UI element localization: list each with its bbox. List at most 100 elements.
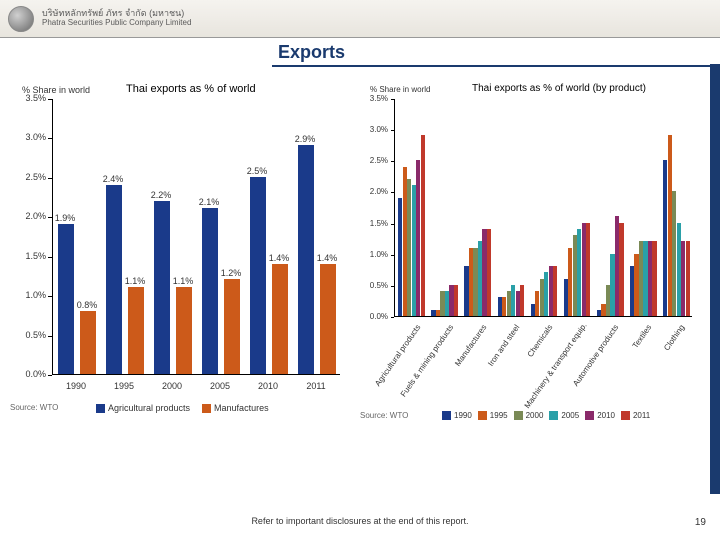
title-row: Exports — [0, 38, 720, 67]
left-xcat: 2011 — [306, 381, 325, 391]
left-legend-item: Manufactures — [202, 403, 269, 413]
right-chart-plot-area — [394, 99, 692, 317]
left-bar — [80, 311, 96, 374]
legend-swatch — [549, 411, 558, 420]
left-bar — [320, 264, 336, 374]
left-bar — [106, 185, 122, 374]
left-chart-legend: Agricultural products Manufactures — [96, 403, 269, 413]
left-bar — [202, 208, 218, 374]
right-legend-item: 1995 — [478, 411, 508, 420]
right-xcat: Chemicals — [490, 323, 555, 410]
legend-label: Manufactures — [214, 403, 269, 413]
left-legend-item: Agricultural products — [96, 403, 190, 413]
right-legend-item: 2000 — [514, 411, 544, 420]
left-xcat: 1995 — [114, 381, 134, 391]
right-xcat: Textiles — [589, 323, 654, 410]
left-bar — [224, 279, 240, 374]
right-ytick: 2.5% — [358, 156, 388, 165]
left-bar — [58, 224, 74, 374]
right-xcat: Machinery & transport equip. — [523, 323, 588, 410]
right-ytick: 3.0% — [358, 125, 388, 134]
left-bar-value: 1.1% — [173, 276, 194, 286]
right-legend-item: 2005 — [549, 411, 579, 420]
right-bar — [586, 223, 590, 316]
legend-swatch — [202, 404, 211, 413]
legend-swatch — [514, 411, 523, 420]
legend-label: 2000 — [526, 411, 544, 420]
legend-label: 2010 — [597, 411, 615, 420]
right-legend-item: 2010 — [585, 411, 615, 420]
right-xcat: Clothing — [622, 323, 687, 410]
page-number: 19 — [695, 517, 706, 528]
left-ytick: 1.0% — [12, 290, 46, 300]
left-bar-value: 1.4% — [269, 253, 290, 263]
left-ytick: 2.5% — [12, 172, 46, 182]
right-bar — [421, 135, 425, 316]
left-bar — [250, 177, 266, 374]
left-xcat: 1990 — [66, 381, 86, 391]
right-chart-legend: 1990 1995 2000 2005 2010 2011 — [442, 411, 650, 420]
right-legend-item: 2011 — [621, 411, 650, 420]
left-bar — [272, 264, 288, 374]
left-bar-value: 2.5% — [247, 166, 268, 176]
company-logo-icon — [8, 6, 34, 32]
left-ytick: 0.0% — [12, 369, 46, 379]
right-chart-source: Source: WTO — [360, 411, 408, 420]
right-bar — [686, 241, 690, 316]
legend-label: 2011 — [633, 411, 650, 420]
left-bar-value: 2.9% — [295, 134, 316, 144]
left-bar-value: 0.8% — [77, 300, 98, 310]
right-bar — [553, 266, 557, 316]
company-name-block: บริษัทหลักทรัพย์ ภัทร จำกัด (มหาชน) Phat… — [42, 9, 191, 28]
legend-label: 2005 — [561, 411, 579, 420]
right-ytick: 2.0% — [358, 187, 388, 196]
legend-swatch — [442, 411, 451, 420]
legend-swatch — [621, 411, 630, 420]
page-title: Exports — [272, 38, 720, 67]
right-legend-item: 1990 — [442, 411, 472, 420]
report-header: บริษัทหลักทรัพย์ ภัทร จำกัด (มหาชน) Phat… — [0, 0, 720, 38]
right-xcat: Manufactures — [423, 323, 488, 410]
left-bar — [298, 145, 314, 374]
left-chart-source: Source: WTO — [10, 403, 58, 412]
left-xcat: 2000 — [162, 381, 182, 391]
right-xcat: Fuels & mining products — [390, 323, 455, 410]
left-bar-value: 1.2% — [221, 268, 242, 278]
left-bar-value: 2.1% — [199, 197, 220, 207]
right-chart-y-axis-title: % Share in world — [370, 85, 430, 94]
right-xcat: Agricultural products — [357, 323, 422, 410]
legend-swatch — [585, 411, 594, 420]
left-ytick: 3.0% — [12, 132, 46, 142]
left-chart-title: Thai exports as % of world — [126, 83, 256, 95]
left-bar — [154, 201, 170, 374]
right-ytick: 0.5% — [358, 281, 388, 290]
left-bar — [176, 287, 192, 374]
right-chart-title: Thai exports as % of world (by product) — [472, 83, 646, 94]
right-chart: % Share in world Thai exports as % of wo… — [356, 85, 708, 445]
side-accent-strip — [710, 64, 720, 494]
right-ytick: 3.5% — [358, 94, 388, 103]
left-bar-value: 2.2% — [151, 190, 172, 200]
right-ytick: 1.0% — [358, 250, 388, 259]
right-bar — [454, 285, 458, 316]
right-ytick-mark — [391, 317, 394, 318]
left-ytick: 3.5% — [12, 93, 46, 103]
right-ytick: 1.5% — [358, 219, 388, 228]
left-bar-value: 2.4% — [103, 174, 124, 184]
left-bar — [128, 287, 144, 374]
legend-swatch — [478, 411, 487, 420]
left-bar-value: 1.4% — [317, 253, 338, 263]
left-bar-value: 1.1% — [125, 276, 146, 286]
charts-container: % Share in world Thai exports as % of wo… — [0, 67, 720, 445]
left-chart: % Share in world Thai exports as % of wo… — [6, 85, 348, 445]
legend-swatch — [96, 404, 105, 413]
right-bar — [619, 223, 623, 316]
left-ytick: 0.5% — [12, 330, 46, 340]
right-bar — [520, 285, 524, 316]
right-xcat: Iron and steel — [457, 323, 522, 410]
left-ytick: 2.0% — [12, 211, 46, 221]
left-bar-value: 1.9% — [55, 213, 76, 223]
right-ytick: 0.0% — [358, 312, 388, 321]
left-xcat: 2005 — [210, 381, 230, 391]
legend-label: Agricultural products — [108, 403, 190, 413]
